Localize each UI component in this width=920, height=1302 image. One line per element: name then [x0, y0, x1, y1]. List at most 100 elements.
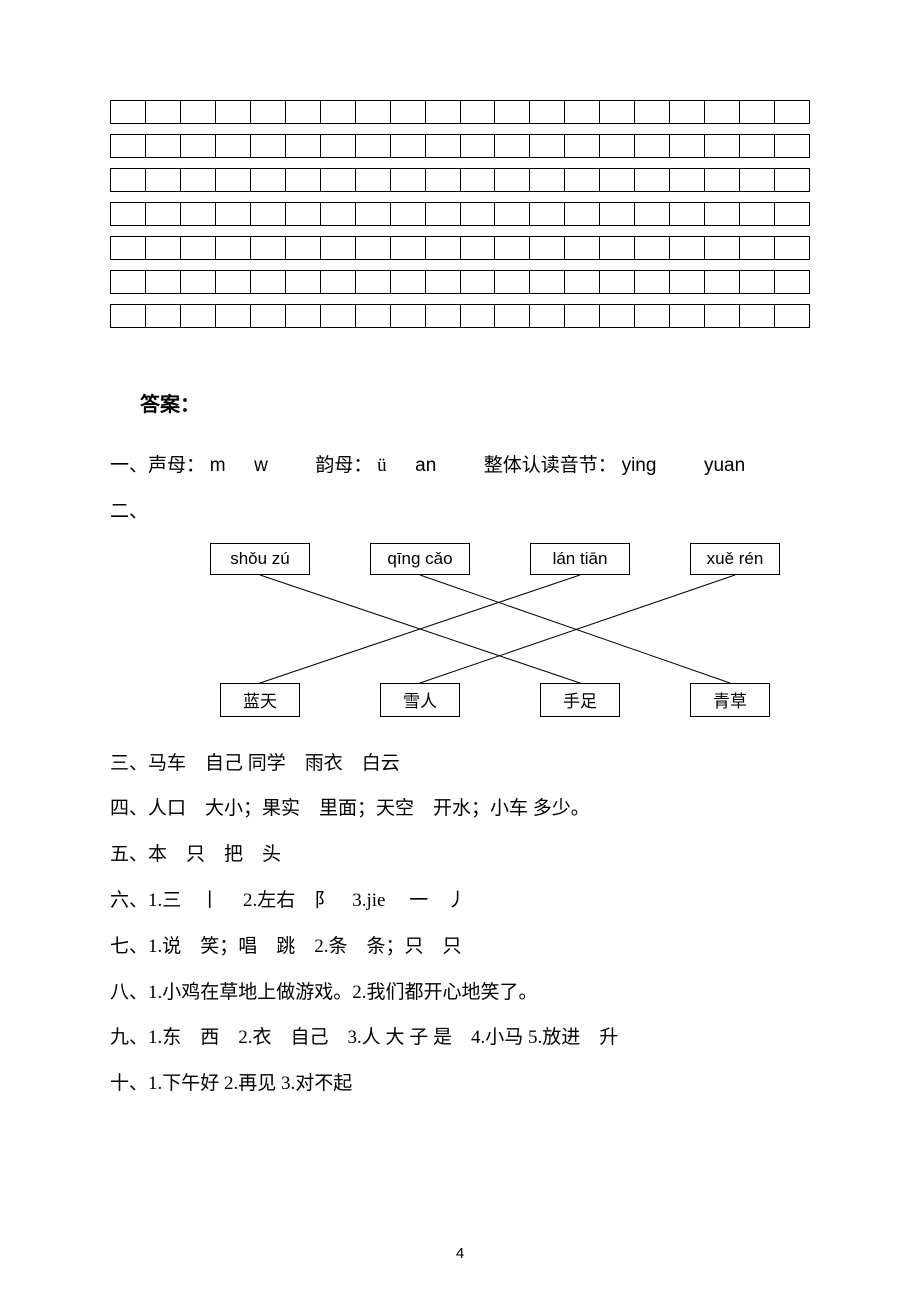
grid-cell [530, 271, 565, 294]
grid-cell [600, 203, 635, 226]
grid-cell [146, 203, 181, 226]
grid-cell [775, 135, 810, 158]
grid-cell [600, 305, 635, 328]
grid-cell [251, 135, 286, 158]
grid-cell [530, 203, 565, 226]
match-line [260, 575, 580, 683]
grid-cell [670, 305, 705, 328]
line1-ym2: an [415, 455, 436, 476]
match-line [420, 575, 735, 683]
grid-cell [321, 271, 356, 294]
answer-line-1: 一、声母： m w 韵母： ü an 整体认读音节： ying yuan [110, 445, 810, 487]
grid-spacer [110, 124, 810, 134]
grid-cell [600, 135, 635, 158]
grid-cell [740, 101, 775, 124]
grid-cell [216, 135, 251, 158]
grid-cell [461, 135, 496, 158]
grid-cell [321, 101, 356, 124]
grid-spacer [110, 192, 810, 202]
grid-cell [286, 271, 321, 294]
grid-cell [495, 305, 530, 328]
grid-cell [461, 169, 496, 192]
grid-row [110, 202, 810, 226]
grid-cell [426, 169, 461, 192]
answer-line-9: 九、1.东 西 2.衣 自己 3.人 大 子 是 4.小马 5.放进 升 [110, 1017, 810, 1059]
grid-cell [391, 271, 426, 294]
pinyin-box-3: lán tiān [530, 543, 630, 575]
grid-cell [181, 101, 216, 124]
grid-cell [775, 203, 810, 226]
grid-cell [740, 237, 775, 260]
grid-cell [495, 203, 530, 226]
grid-cell [530, 169, 565, 192]
grid-row [110, 236, 810, 260]
grid-cell [670, 135, 705, 158]
line1-zt2: yuan [704, 455, 745, 476]
grid-cell [391, 135, 426, 158]
grid-cell [251, 203, 286, 226]
grid-cell [286, 237, 321, 260]
grid-cell [356, 135, 391, 158]
line1-prefix: 一、声母： [110, 455, 205, 476]
grid-cell [251, 305, 286, 328]
grid-cell [775, 305, 810, 328]
grid-cell [495, 271, 530, 294]
grid-cell [356, 271, 391, 294]
grid-cell [705, 135, 740, 158]
grid-row [110, 100, 810, 124]
page-number: 4 [0, 1245, 920, 1262]
grid-cell [181, 169, 216, 192]
writing-grid [110, 100, 810, 328]
pinyin-box-1: shǒu zú [210, 543, 310, 575]
gap [441, 455, 479, 476]
answers-title: 答案： [140, 388, 810, 417]
hanzi-box-4: 青草 [690, 683, 770, 717]
grid-cell [565, 271, 600, 294]
grid-cell [181, 135, 216, 158]
line1-sm1: m [210, 455, 226, 476]
grid-cell [111, 135, 146, 158]
grid-cell [705, 237, 740, 260]
grid-spacer [110, 158, 810, 168]
grid-row [110, 168, 810, 192]
grid-cell [705, 203, 740, 226]
grid-cell [321, 305, 356, 328]
grid-cell [286, 135, 321, 158]
grid-cell [461, 203, 496, 226]
line1-zt-label: 整体认读音节： [484, 455, 617, 476]
grid-cell [670, 169, 705, 192]
grid-spacer [110, 294, 810, 304]
grid-spacer [110, 226, 810, 236]
grid-cell [775, 169, 810, 192]
match-line [260, 575, 580, 683]
grid-cell [635, 169, 670, 192]
grid-cell [461, 237, 496, 260]
grid-cell [391, 169, 426, 192]
answer-line-4: 四、人口 大小；果实 里面；天空 开水；小车 多少。 [110, 788, 810, 830]
grid-cell [530, 135, 565, 158]
grid-cell [216, 203, 251, 226]
grid-cell [391, 305, 426, 328]
grid-cell [635, 305, 670, 328]
grid-cell [111, 101, 146, 124]
grid-cell [146, 237, 181, 260]
grid-cell [216, 237, 251, 260]
grid-cell [321, 135, 356, 158]
grid-cell [705, 271, 740, 294]
line1-zt1: ying [622, 455, 657, 476]
grid-cell [216, 169, 251, 192]
grid-cell [111, 169, 146, 192]
matching-diagram: shǒu zú qīng cǎo lán tiān xuě rén 蓝天 雪人 … [190, 543, 790, 723]
grid-cell [705, 101, 740, 124]
grid-cell [356, 203, 391, 226]
pinyin-box-4: xuě rén [690, 543, 780, 575]
gap [661, 455, 699, 476]
grid-cell [635, 135, 670, 158]
grid-cell [565, 169, 600, 192]
pinyin-box-2: qīng cǎo [370, 543, 470, 575]
line1-ym-label: 韵母： [315, 455, 372, 476]
grid-cell [146, 305, 181, 328]
answer-line-3: 三、马车 自己 同学 雨衣 白云 [110, 743, 810, 785]
grid-cell [670, 271, 705, 294]
grid-cell [740, 203, 775, 226]
